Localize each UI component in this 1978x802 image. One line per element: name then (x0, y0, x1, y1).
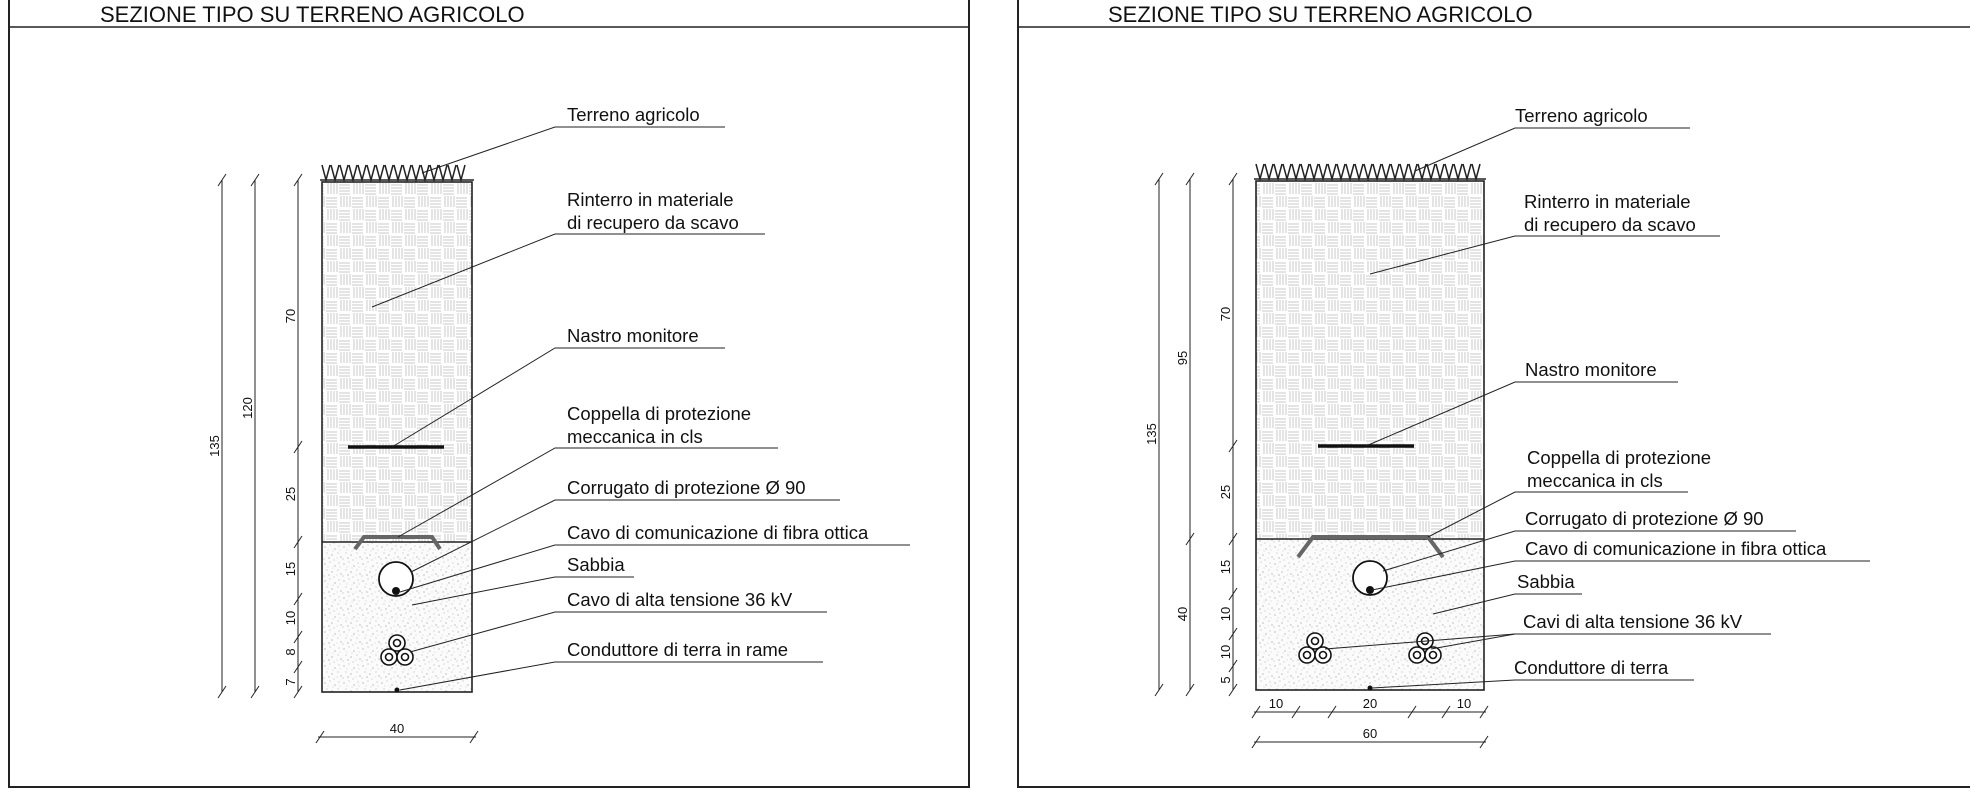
panel-frame (8, 0, 970, 788)
corrugated-duct (378, 561, 414, 597)
label-conduttore: Conduttore di terra (1514, 657, 1669, 678)
dim-7: 7 (283, 678, 298, 685)
corrugated-duct (1352, 560, 1388, 596)
label-cavo-alta-tensione: Cavo di alta tensione 36 kV (567, 589, 793, 610)
leader-corrugato (1382, 530, 1796, 572)
dim-5: 5 (1218, 676, 1233, 683)
dim-40: 40 (1175, 607, 1190, 621)
label-terreno-agricolo: Terreno agricolo (1515, 105, 1648, 126)
leader-cavo-at (409, 611, 827, 653)
dim-10-lower: 10 (1218, 645, 1233, 659)
leader-rinterro (371, 233, 765, 308)
leader-conduttore (399, 661, 823, 691)
panel-title: SEZIONE TIPO SU TERRENO AGRICOLO (1108, 2, 1533, 27)
label-cavi-alta-tensione: Cavi di alta tensione 36 kV (1523, 611, 1743, 632)
dim-8: 8 (283, 648, 298, 655)
leader-cavo-fibra (399, 544, 910, 593)
label-coppella-line1: Coppella di protezione (1527, 447, 1711, 468)
concrete-cover (1296, 535, 1445, 559)
label-coppella-line2: meccanica in cls (1527, 470, 1663, 491)
dim-width-right: 10 (1457, 696, 1471, 711)
leader-terreno (421, 126, 725, 174)
panel-frame (1017, 0, 1970, 788)
label-rinterro-line1: Rinterro in materiale (1524, 191, 1691, 212)
label-coppella-line1: Coppella di protezione (567, 403, 751, 424)
leader-coppella (1427, 491, 1688, 538)
leader-corrugato (410, 499, 840, 573)
label-sabbia: Sabbia (567, 554, 625, 575)
dim-width-mid: 20 (1363, 696, 1377, 711)
dim-120: 120 (240, 397, 255, 419)
backfill-layer (322, 182, 472, 542)
label-rinterro-line2: di recupero da scavo (567, 212, 739, 233)
leader-nastro (391, 347, 725, 448)
dim-135: 135 (207, 435, 222, 457)
hv-cable-trefoil-left (1298, 632, 1332, 664)
ground-surface-symbol (320, 164, 474, 183)
leader-conduttore (1371, 679, 1694, 689)
dim-10-upper: 10 (1218, 607, 1233, 621)
panel-title: SEZIONE TIPO SU TERRENO AGRICOLO (100, 2, 525, 27)
label-cavo-fibra: Cavo di comunicazione in fibra ottica (1525, 538, 1827, 559)
label-corrugato: Corrugato di protezione Ø 90 (1525, 508, 1764, 529)
hv-cable-trefoil (380, 634, 414, 666)
dim-95: 95 (1175, 351, 1190, 365)
label-sabbia: Sabbia (1517, 571, 1575, 592)
label-nastro-monitore: Nastro monitore (1525, 359, 1657, 380)
label-coppella-line2: meccanica in cls (567, 426, 703, 447)
dim-70: 70 (1218, 307, 1233, 321)
label-rinterro-line2: di recupero da scavo (1524, 214, 1696, 235)
ground-surface-symbol (1254, 163, 1486, 182)
dim-25: 25 (1218, 485, 1233, 499)
leader-cavo-at-2 (1430, 633, 1516, 650)
label-terreno-agricolo: Terreno agricolo (567, 104, 700, 125)
earth-conductor (394, 687, 400, 693)
earth-conductor (1367, 685, 1373, 691)
fiber-optic-cable (392, 587, 400, 595)
leader-terreno (1414, 127, 1690, 172)
dim-10: 10 (283, 611, 298, 625)
leader-cavo-fibra (1371, 560, 1870, 591)
dim-25: 25 (283, 487, 298, 501)
panel-right: SEZIONE TIPO SU TERRENO AGRICOLO (1017, 0, 1970, 788)
leader-sabbia (411, 576, 634, 606)
label-nastro-monitore: Nastro monitore (567, 325, 699, 346)
leader-coppella (397, 447, 778, 538)
dim-15: 15 (283, 562, 298, 576)
leader-nastro (1365, 381, 1678, 447)
label-conduttore: Conduttore di terra in rame (567, 639, 788, 660)
label-cavo-fibra: Cavo di comunicazione di fibra ottica (567, 522, 869, 543)
backfill-layer (1256, 181, 1484, 539)
dim-135: 135 (1144, 423, 1159, 445)
dim-width-total: 60 (1363, 726, 1377, 741)
fiber-optic-cable (1366, 586, 1374, 594)
label-corrugato: Corrugato di protezione Ø 90 (567, 477, 806, 498)
label-rinterro-line1: Rinterro in materiale (567, 189, 734, 210)
dim-15: 15 (1218, 560, 1233, 574)
dim-40: 40 (390, 721, 404, 736)
dim-width-left: 10 (1269, 696, 1283, 711)
leader-rinterro (1369, 235, 1720, 275)
dim-70: 70 (283, 309, 298, 323)
panel-left: SEZIONE TIPO SU TERRENO AGRICOLO (8, 0, 970, 788)
leader-sabbia (1432, 593, 1582, 615)
